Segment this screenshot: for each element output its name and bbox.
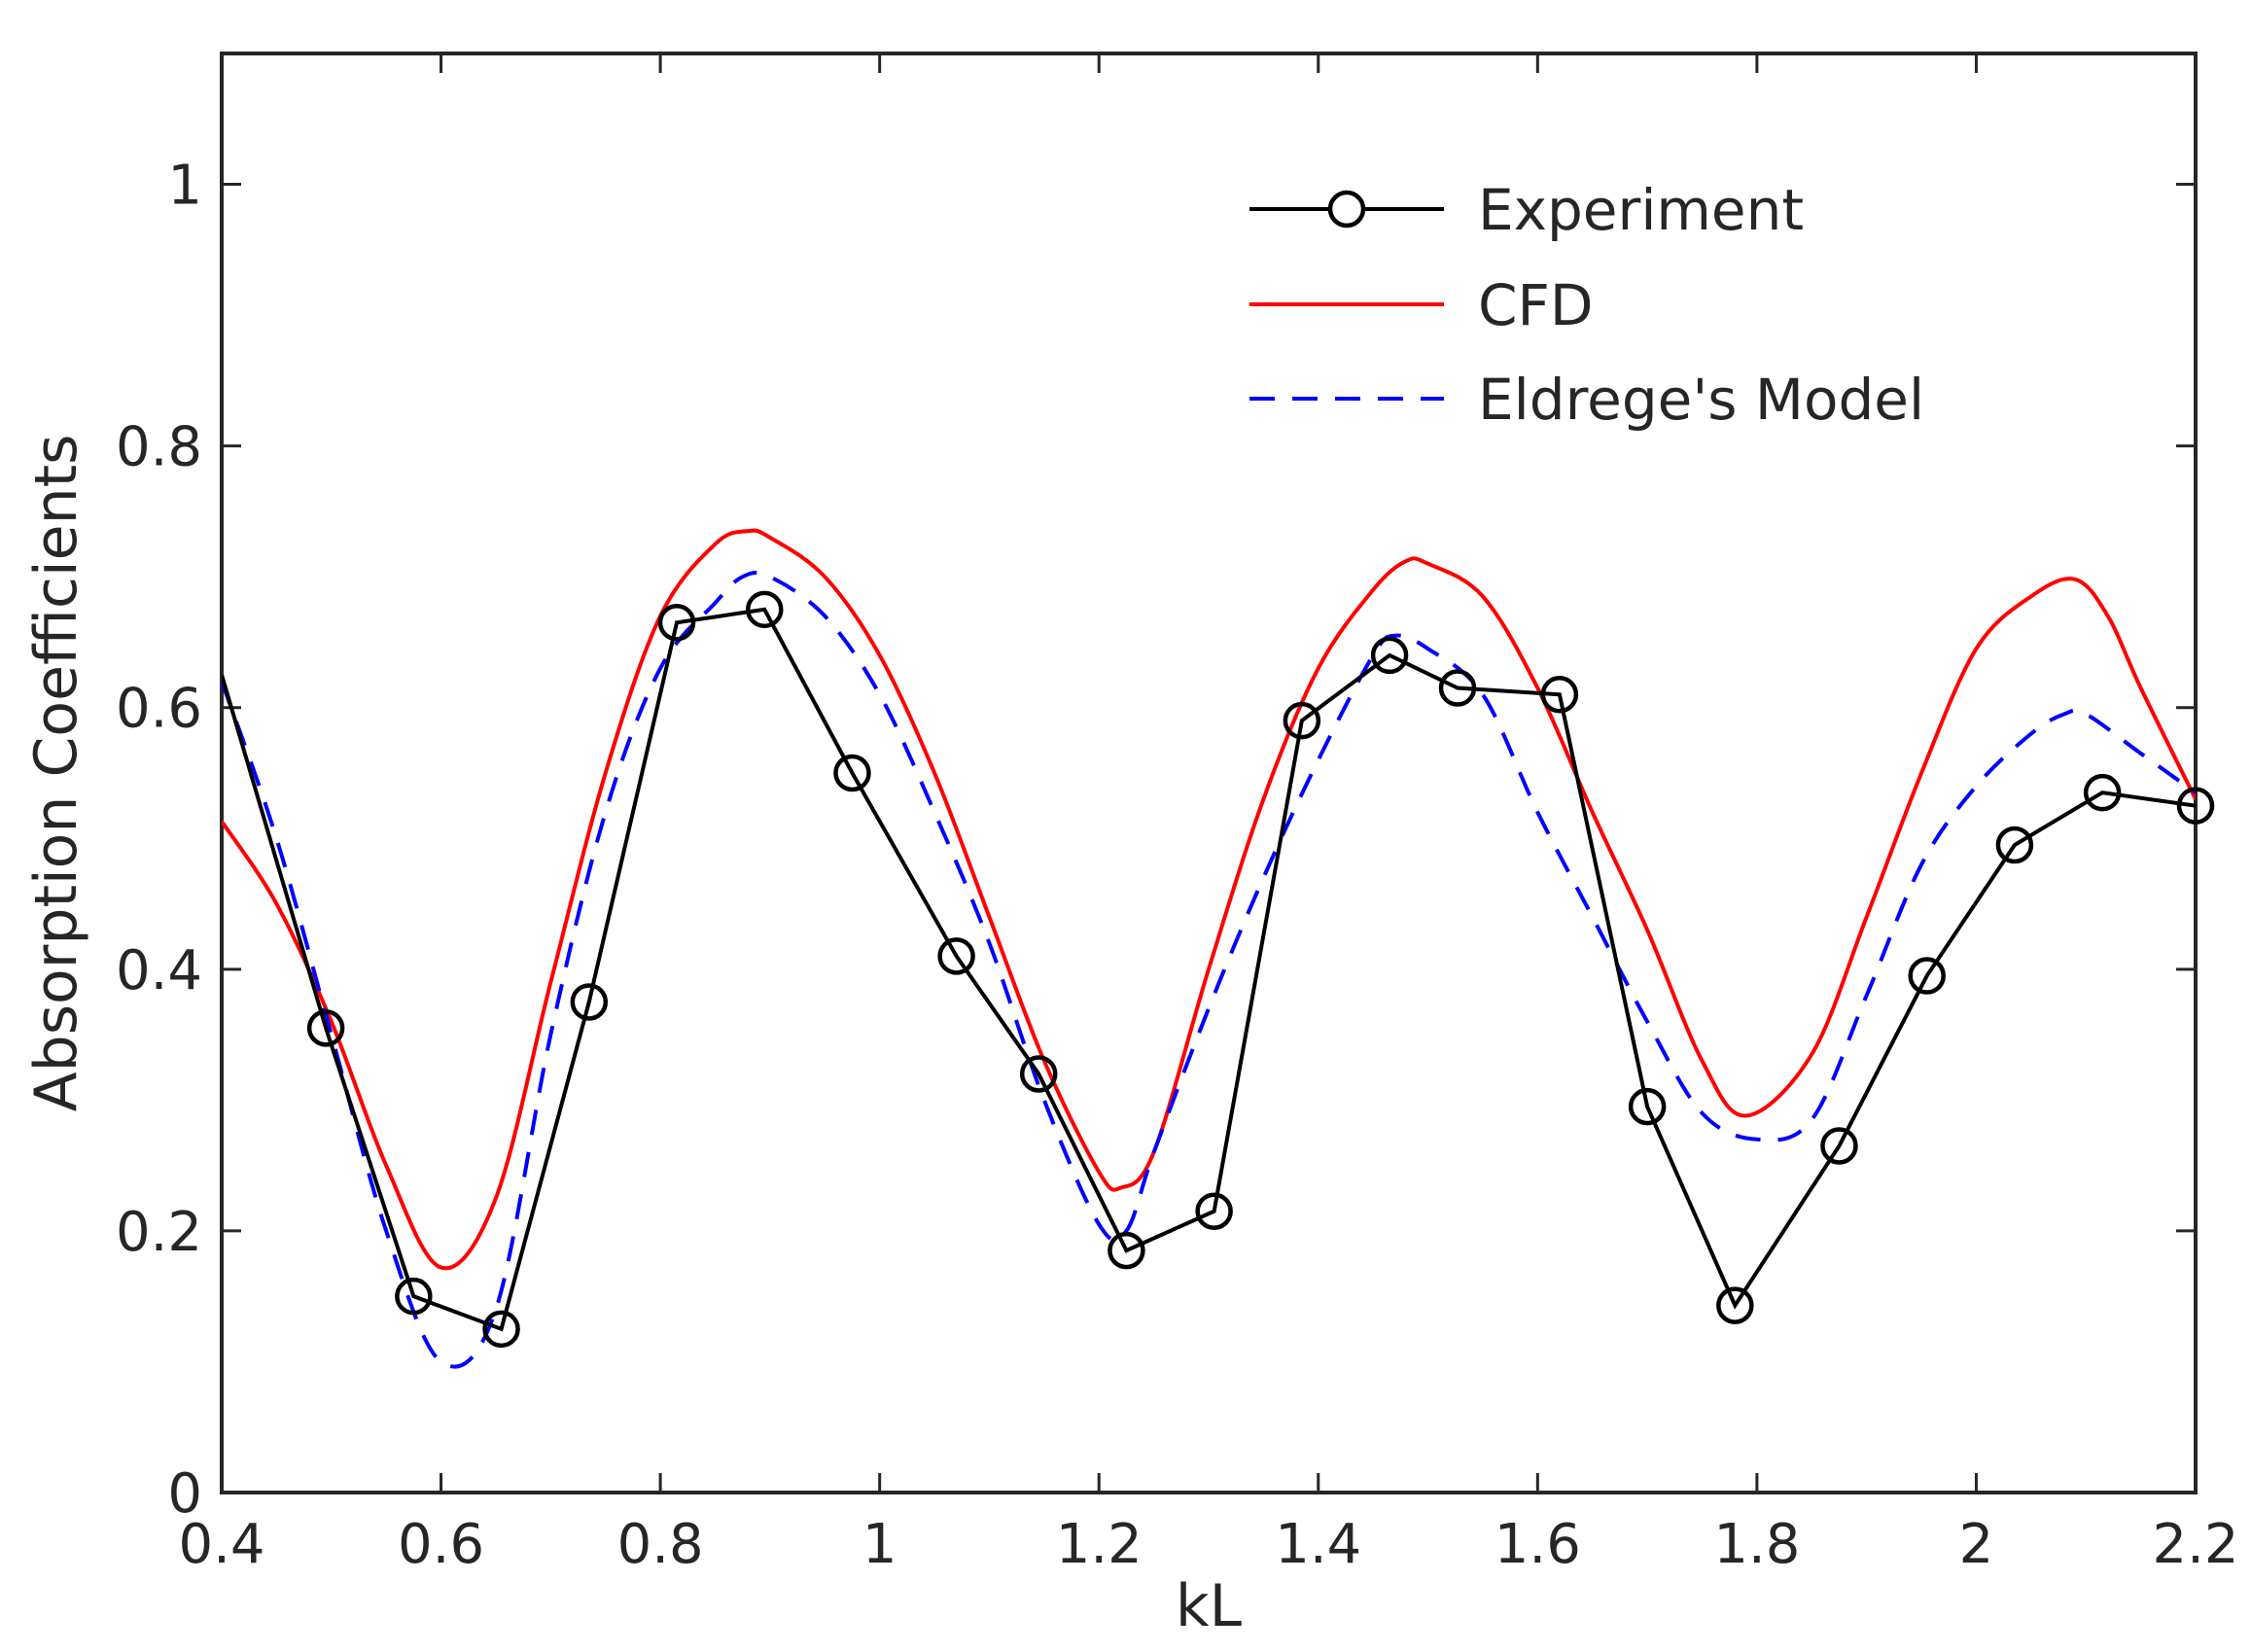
- experiment-data-point: [746, 590, 784, 629]
- experiment-data-point: [1283, 701, 1321, 740]
- experiment-data-point: [570, 983, 609, 1021]
- legend-entry: Eldrege's Model: [1249, 367, 1924, 433]
- experiment-data-point: [1108, 1231, 1145, 1270]
- experiment-data-point: [1370, 636, 1409, 675]
- experiment-data-point: [1908, 957, 1946, 995]
- y-axis-ticks: 0 0.2 0.4 0.6 0.8 1: [116, 155, 2196, 1526]
- x-tick-label: 1.8: [1713, 1513, 1800, 1576]
- experiment-data-point: [395, 1277, 433, 1316]
- x-tick-label: 0.4: [178, 1513, 264, 1576]
- experiment-data-point: [1438, 669, 1477, 707]
- x-tick-label: 1.4: [1275, 1513, 1361, 1576]
- legend-marker: [1327, 190, 1366, 228]
- series-layer: [222, 528, 2196, 1369]
- y-tick-label: 0.8: [116, 416, 202, 479]
- experiment-data-point: [1820, 1127, 1858, 1165]
- legend: Experiment CFD Eldrege's Model: [1249, 177, 1924, 433]
- experiment-data-point: [2176, 787, 2215, 825]
- x-tick-label: 1.2: [1056, 1513, 1143, 1576]
- experiment-data-point: [1716, 1286, 1754, 1324]
- experiment-data-point: [2083, 773, 2122, 812]
- y-tick-label: 0.2: [116, 1201, 202, 1264]
- experiment-data-point: [1995, 826, 2034, 864]
- x-tick-label: 1: [862, 1513, 897, 1576]
- y-axis-label: Absorption Coefficients: [22, 435, 90, 1112]
- experiment-data-point: [1540, 676, 1579, 714]
- x-axis-ticks: 0.4 0.6 0.8 1 1.2 1.4 1.6 1.8 2 2.2: [178, 53, 2239, 1576]
- experiment-data-point: [1195, 1192, 1233, 1230]
- experiment-data-point: [937, 937, 975, 975]
- series-line-experiment: [222, 607, 2196, 1332]
- y-tick-label: 0: [167, 1462, 202, 1526]
- y-tick-label: 0.6: [116, 678, 202, 741]
- legend-label: CFD: [1478, 272, 1594, 338]
- x-tick-label: 0.6: [398, 1513, 484, 1576]
- series-line-eldrege-model: [222, 570, 2196, 1369]
- x-tick-label: 2.2: [2152, 1513, 2238, 1576]
- experiment-data-point: [1019, 1055, 1058, 1093]
- x-tick-label: 1.6: [1495, 1513, 1581, 1576]
- legend-label: Experiment: [1478, 177, 1804, 243]
- x-axis-label: kL: [1176, 1572, 1243, 1640]
- marker-layer: [306, 590, 2215, 1349]
- x-tick-label: 2: [1959, 1513, 1994, 1576]
- series-line-cfd: [222, 528, 2196, 1271]
- experiment-data-point: [657, 604, 696, 642]
- experiment-data-point: [833, 754, 871, 792]
- y-tick-label: 1: [167, 155, 202, 218]
- plot-area: [220, 52, 2198, 1494]
- legend-entry: CFD: [1249, 272, 1594, 338]
- legend-label: Eldrege's Model: [1478, 367, 1924, 433]
- y-tick-label: 0.4: [116, 939, 202, 1002]
- legend-entry: Experiment: [1249, 177, 1804, 243]
- experiment-data-point: [1628, 1087, 1667, 1126]
- x-tick-label: 0.8: [617, 1513, 704, 1576]
- experiment-data-point: [306, 1009, 345, 1047]
- experiment-data-point: [482, 1310, 520, 1349]
